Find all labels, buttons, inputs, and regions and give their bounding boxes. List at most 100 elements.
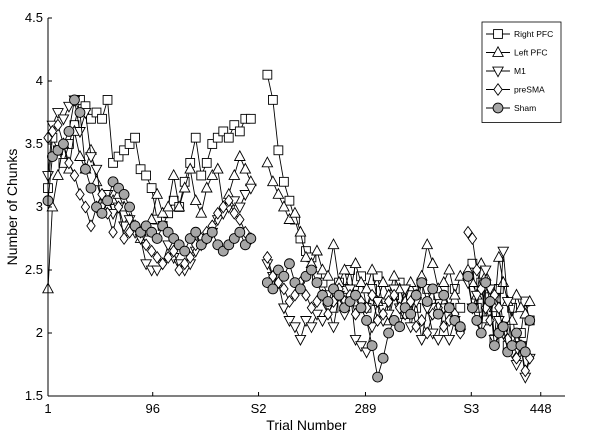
data-point-presma (179, 257, 190, 271)
data-point-left-pfc (211, 162, 224, 174)
data-point-m1 (497, 246, 510, 258)
data-point-right-pfc (141, 170, 151, 181)
data-point-sham (63, 126, 75, 137)
data-point-m1 (316, 316, 329, 328)
data-point-left-pfc (266, 175, 279, 187)
data-point-sham (350, 289, 361, 301)
data-point-sham (372, 371, 383, 383)
data-point-left-pfc (299, 250, 312, 262)
data-point-m1 (399, 284, 412, 296)
data-point-presma (323, 307, 333, 321)
data-point-sham (74, 107, 86, 118)
data-point-presma (224, 194, 234, 208)
y-tick-label: 2.5 (25, 262, 43, 277)
data-point-m1 (443, 334, 456, 346)
data-point-sham (511, 327, 522, 339)
data-point-left-pfc (272, 187, 285, 199)
data-point-left-pfc (195, 206, 208, 218)
data-point-m1 (311, 309, 323, 321)
data-point-sham (394, 321, 406, 333)
data-point-sham (278, 270, 290, 282)
data-point-presma (75, 187, 85, 201)
data-point-left-pfc (510, 288, 523, 300)
data-point-m1 (501, 297, 514, 309)
data-point-left-pfc (283, 212, 296, 224)
data-point-right-pfc (273, 145, 284, 156)
data-point-sham (306, 264, 317, 276)
data-point-right-pfc (212, 132, 223, 143)
data-point-presma (439, 320, 449, 334)
data-point-left-pfc (74, 149, 86, 161)
data-point-presma (422, 326, 432, 340)
x-tick-label: 1 (44, 401, 51, 416)
data-point-presma (367, 288, 377, 302)
ticks-layer: 1.5 2 2.5 3 3.5 4 4.5 1 96 S2 289 S3 448 (25, 10, 552, 416)
data-point-left-pfc (388, 269, 401, 281)
data-point-m1 (57, 114, 70, 126)
data-point-left-pfc (492, 250, 505, 262)
data-point-sham (311, 277, 323, 288)
data-point-right-pfc (91, 107, 102, 118)
data-point-left-pfc (349, 257, 362, 269)
data-point-sham (475, 327, 487, 339)
data-point-left-pfc (189, 194, 202, 206)
data-point-right-pfc (279, 176, 289, 187)
data-point-presma (229, 206, 240, 220)
data-point-sham (416, 277, 428, 288)
legend-label-left-pfc: Left PFC (514, 48, 548, 58)
data-point-m1 (355, 341, 368, 353)
data-point-presma (218, 200, 228, 214)
data-point-left-pfc (228, 168, 241, 180)
data-point-m1 (360, 347, 373, 359)
data-point-m1 (349, 334, 362, 346)
data-point-right-pfc (284, 195, 295, 206)
data-point-sham (519, 346, 531, 358)
data-point-left-pfc (404, 275, 417, 287)
data-point-right-pfc (245, 113, 256, 124)
data-point-presma (213, 206, 223, 220)
data-point-presma (69, 169, 80, 182)
data-point-left-pfc (178, 181, 191, 193)
x-axis-title: Trial Number (266, 417, 347, 433)
data-point-right-pfc (268, 95, 278, 105)
data-point-sham (245, 233, 257, 244)
data-point-left-pfc (184, 162, 197, 174)
data-point-left-pfc (46, 200, 59, 212)
data-point-presma (485, 313, 495, 327)
data-point-sham (355, 302, 367, 314)
data-point-sham (438, 289, 450, 301)
data-point-presma (520, 364, 531, 378)
data-point-sham (267, 283, 279, 295)
data-point-sham (383, 327, 395, 339)
data-point-m1 (305, 322, 318, 334)
data-point-sham (427, 283, 439, 295)
data-point-right-pfc (97, 113, 107, 124)
legend-label-right-pfc: Right PFC (514, 29, 553, 39)
series-sham (42, 94, 536, 383)
data-point-right-pfc (135, 164, 146, 175)
data-point-left-pfc (239, 162, 252, 174)
data-point-sham (96, 207, 108, 219)
data-point-presma (119, 232, 129, 245)
data-point-presma (64, 156, 74, 170)
data-point-presma (163, 250, 173, 264)
data-point-sham (410, 289, 422, 301)
data-point-presma (383, 295, 394, 308)
legend-marker-left-pfc (492, 45, 504, 57)
data-point-m1 (470, 290, 483, 302)
data-point-presma (306, 301, 317, 315)
y-tick-label: 3.5 (25, 136, 43, 151)
data-point-sham (190, 226, 202, 238)
data-point-m1 (90, 164, 103, 176)
data-point-presma (141, 238, 151, 252)
data-point-right-pfc (130, 132, 140, 143)
data-point-left-pfc (316, 263, 329, 275)
data-point-presma (372, 313, 383, 327)
data-point-left-pfc (443, 263, 456, 275)
data-point-m1 (288, 322, 301, 334)
data-point-right-pfc (229, 120, 240, 130)
data-point-left-pfc (377, 275, 390, 287)
y-tick-label: 4.5 (25, 10, 43, 25)
data-point-sham (85, 182, 97, 194)
data-point-presma (86, 219, 96, 233)
